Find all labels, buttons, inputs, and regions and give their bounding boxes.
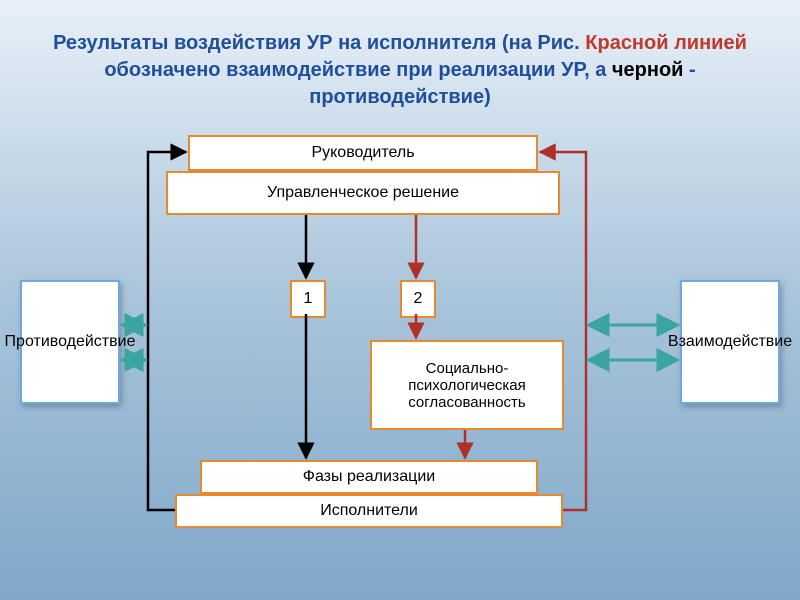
node-counteraction: Противодействие [20, 280, 120, 404]
title-seg-1: Результаты воздействия УР на исполнителя… [53, 32, 585, 54]
page-title: Результаты воздействия УР на исполнителя… [50, 30, 750, 111]
node-leader: Руководитель [188, 135, 538, 171]
node-phases: Фазы реализации [200, 460, 538, 494]
node-num-1: 1 [290, 280, 326, 318]
node-performers: Исполнители [175, 494, 563, 528]
node-decision: Управленческое решение [166, 171, 560, 215]
node-interaction: Взаимодействие [680, 280, 780, 404]
node-num-2: 2 [400, 280, 436, 318]
node-social: Социально-психологическая согласованност… [370, 340, 564, 430]
title-seg-3: обозначено взаимодействие при реализации… [104, 59, 612, 81]
title-seg-4: черной [612, 59, 684, 81]
title-seg-2: Красной линией [585, 32, 747, 54]
